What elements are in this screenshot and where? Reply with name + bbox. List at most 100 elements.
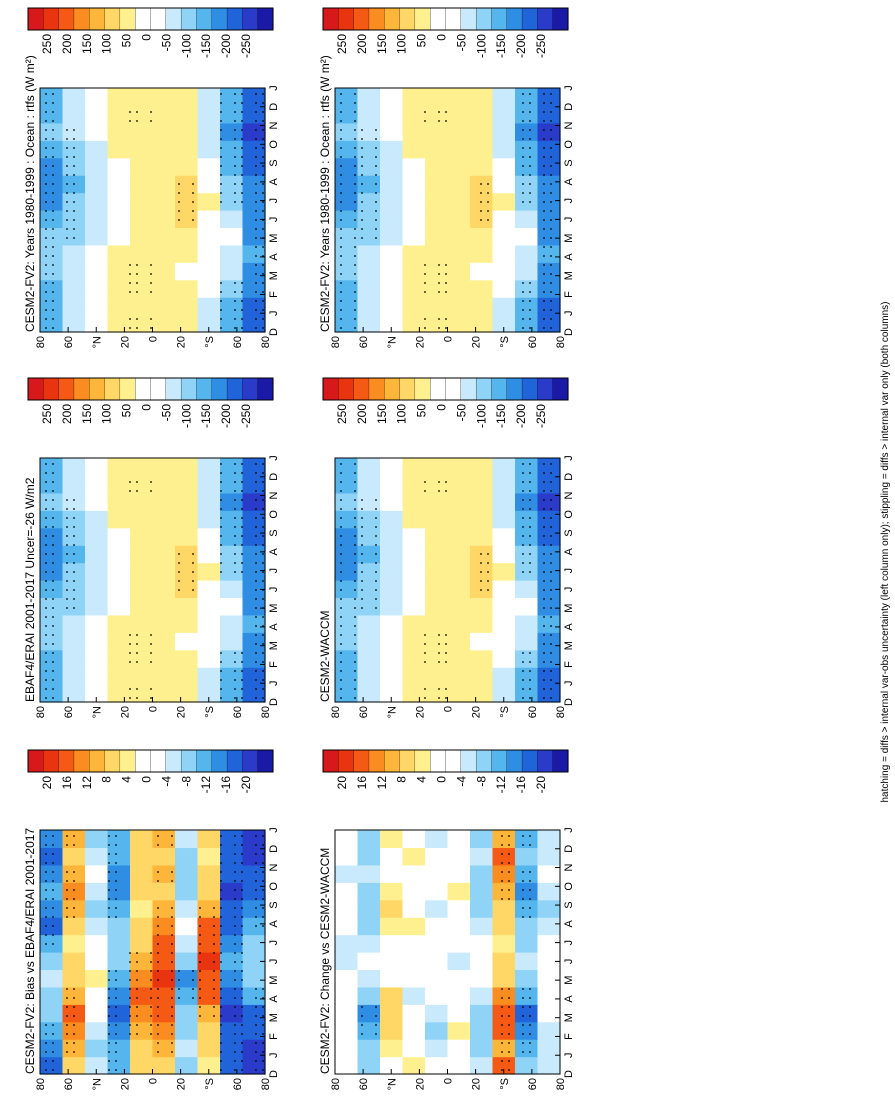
stipple-dot — [66, 228, 68, 230]
colorbar-label: 0 — [435, 776, 449, 783]
stipple-dot — [550, 589, 552, 591]
colorbar-swatch — [27, 7, 44, 31]
heatmap-cell — [425, 475, 449, 494]
heatmap-cell — [242, 545, 266, 564]
stipple-dot — [550, 111, 552, 113]
heatmap-cell — [515, 458, 539, 477]
heatmap-cell — [492, 175, 516, 194]
stipple-dot — [543, 147, 545, 149]
y-tick-label: 20 — [176, 336, 188, 348]
heatmap-cell — [85, 667, 109, 686]
stipple-dot — [361, 1015, 363, 1017]
heatmap-cell — [402, 88, 426, 107]
y-tick-label: °S — [499, 706, 511, 718]
stipple-dot — [255, 291, 257, 293]
stipple-dot — [66, 517, 68, 519]
heatmap-cell — [242, 192, 266, 211]
heatmap-cell — [130, 1039, 154, 1058]
stipple-dot — [529, 688, 531, 690]
stipple-dot — [234, 1015, 236, 1017]
stipple-dot — [73, 210, 75, 212]
stipple-dot — [375, 517, 377, 519]
stipple-dot — [45, 898, 47, 900]
stipple-dot — [241, 1033, 243, 1035]
colorbar-swatch — [73, 749, 90, 773]
x-tick-label: D — [563, 698, 575, 706]
heatmap-cell — [130, 934, 154, 953]
y-tick-label: 0 — [443, 336, 455, 342]
colorbar-label: 16 — [355, 776, 369, 790]
x-tick-label: J — [563, 85, 575, 91]
stipple-dot — [262, 553, 264, 555]
y-tick-label: 60 — [527, 336, 539, 348]
stipple-dot — [522, 183, 524, 185]
stipple-dot — [529, 1024, 531, 1026]
stipple-dot — [52, 228, 54, 230]
stipple-dot — [262, 156, 264, 158]
heatmap-cell — [470, 210, 494, 229]
stipple-dot — [52, 1042, 54, 1044]
stipple-dot — [220, 291, 222, 293]
stipple-dot — [157, 1042, 159, 1044]
stipple-dot — [361, 598, 363, 600]
stipple-dot — [52, 697, 54, 699]
heatmap-cell — [425, 986, 449, 1005]
stipple-dot — [115, 1033, 117, 1035]
heatmap-cell — [425, 105, 449, 124]
heatmap-cell — [197, 597, 221, 616]
heatmap-cell — [447, 1004, 471, 1023]
heatmap-cell — [40, 510, 64, 529]
heatmap-cell — [220, 1056, 244, 1075]
heatmap-cell — [537, 562, 561, 581]
stipple-dot — [445, 327, 447, 329]
stipple-dot — [262, 1033, 264, 1035]
y-tick-label: 20 — [414, 1078, 426, 1090]
heatmap-cell — [107, 969, 131, 988]
colorbar-label: 250 — [335, 34, 349, 54]
heatmap-cell — [107, 244, 131, 263]
x-tick-label: A — [268, 178, 280, 186]
stipple-dot — [234, 508, 236, 510]
stipple-dot — [220, 93, 222, 95]
stipple-dot — [45, 102, 47, 104]
stipple-dot — [529, 898, 531, 900]
heatmap-cell — [175, 667, 199, 686]
heatmap-cell — [85, 917, 109, 936]
heatmap-cell — [40, 562, 64, 581]
heatmap-cell — [380, 934, 404, 953]
heatmap-cell — [402, 934, 426, 953]
stipple-dot — [529, 1006, 531, 1008]
stipple-dot — [375, 598, 377, 600]
stipple-dot — [529, 192, 531, 194]
y-tick-label: 60 — [527, 1078, 539, 1090]
stipple-dot — [129, 120, 131, 122]
heatmap-cell — [107, 1056, 131, 1075]
stipple-dot — [52, 156, 54, 158]
heatmap-cell — [85, 510, 109, 529]
stipple-dot — [234, 183, 236, 185]
stipple-dot — [45, 1042, 47, 1044]
stipple-dot — [52, 925, 54, 927]
y-tick-label: °N — [91, 706, 103, 718]
stipple-dot — [136, 1015, 138, 1017]
heatmap-cell — [447, 227, 471, 246]
heatmap-cell — [62, 227, 86, 246]
heatmap-cell — [40, 262, 64, 281]
heatmap-cell — [335, 882, 359, 901]
heatmap-cell — [335, 122, 359, 141]
stipple-dot — [543, 327, 545, 329]
heatmap-cell — [537, 1004, 561, 1023]
heatmap-cell — [357, 140, 381, 159]
stipple-dot — [45, 862, 47, 864]
heatmap-cell — [40, 88, 64, 107]
stipple-dot — [522, 535, 524, 537]
stipple-dot — [52, 102, 54, 104]
heatmap-cell — [335, 88, 359, 107]
stipple-dot — [45, 943, 47, 945]
stipple-dot — [550, 571, 552, 573]
stipple-dot — [340, 553, 342, 555]
heatmap-cell — [515, 297, 539, 316]
heatmap-cell — [335, 1039, 359, 1058]
stipple-dot — [508, 1033, 510, 1035]
